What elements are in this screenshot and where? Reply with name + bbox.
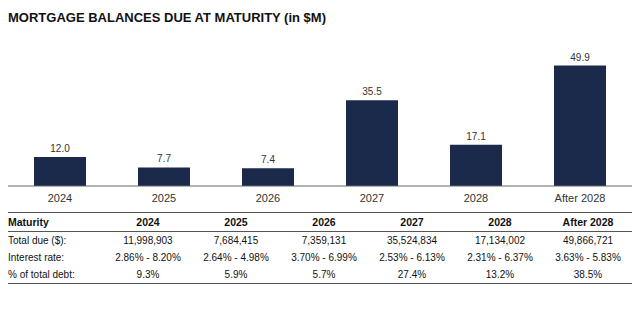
- html-text:5.7%: 5.7%: [312, 269, 336, 280]
- html-text:7,359,131: 7,359,131: [301, 235, 347, 246]
- svg-text:After 2028: After 2028: [555, 192, 606, 204]
- html-text:2.86% - 8.20%: 2.86% - 8.20%: [115, 252, 181, 263]
- html-text:13.2%: 13.2%: [485, 269, 515, 280]
- html-text:3.63% - 5.83%: 3.63% - 5.83%: [555, 252, 621, 263]
- html-text:17,134,002: 17,134,002: [475, 235, 525, 246]
- svg-text:2025: 2025: [152, 192, 176, 204]
- html-text:7,684,415: 7,684,415: [213, 235, 259, 246]
- html-text:After 2028: After 2028: [562, 216, 614, 228]
- html-text:49,866,721: 49,866,721: [563, 235, 613, 246]
- html-text:2.31% - 6.37%: 2.31% - 6.37%: [467, 252, 533, 263]
- html-text:Total due ($):: Total due ($):: [8, 235, 67, 246]
- html-text:5.9%: 5.9%: [224, 269, 248, 280]
- html-text:27.4%: 27.4%: [397, 269, 427, 280]
- html-text:9.3%: 9.3%: [136, 269, 160, 280]
- svg-text:2026: 2026: [256, 192, 280, 204]
- html-text:11,998,903: 11,998,903: [123, 235, 173, 246]
- html-text:38.5%: 38.5%: [573, 269, 603, 280]
- svg-text:2024: 2024: [48, 192, 72, 204]
- svg-text:2028: 2028: [464, 192, 488, 204]
- html-text:2027: 2027: [400, 216, 424, 228]
- svg-text:7.4: 7.4: [261, 154, 275, 165]
- html-text:Maturity: Maturity: [8, 216, 49, 228]
- html-text:2026: 2026: [312, 216, 336, 228]
- html-text:MORTGAGE BALANCES DUE AT MATUR: MORTGAGE BALANCES DUE AT MATURITY (in $M…: [8, 10, 326, 25]
- svg-text:7.7: 7.7: [157, 153, 171, 164]
- html-text:35,524,834: 35,524,834: [387, 235, 437, 246]
- html-text:2024: 2024: [136, 216, 160, 228]
- html-text:2025: 2025: [224, 216, 248, 228]
- html-text:3.70% - 6.99%: 3.70% - 6.99%: [291, 252, 357, 263]
- html-text:2.64% - 4.98%: 2.64% - 4.98%: [203, 252, 269, 263]
- html-text:% of total debt:: % of total debt:: [8, 269, 75, 280]
- svg-text:17.1: 17.1: [466, 131, 486, 142]
- svg-text:12.0: 12.0: [50, 143, 70, 154]
- html-text:2028: 2028: [488, 216, 512, 228]
- html-text:Interest rate:: Interest rate:: [8, 252, 65, 263]
- html-text:2.53% - 6.13%: 2.53% - 6.13%: [379, 252, 445, 263]
- svg-text:49.9: 49.9: [570, 52, 590, 63]
- svg-text:35.5: 35.5: [362, 86, 382, 97]
- svg-text:2027: 2027: [360, 192, 384, 204]
